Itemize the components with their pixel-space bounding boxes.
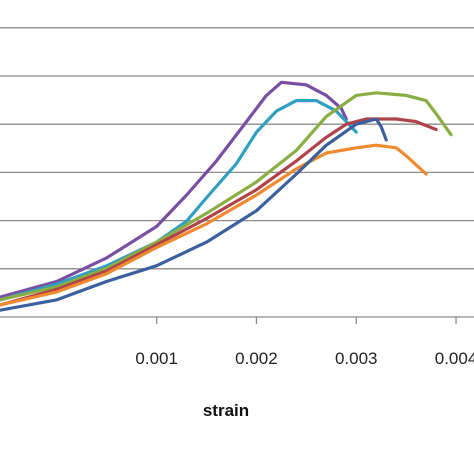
series-line-1 — [0, 80, 348, 299]
x-tick-label: 0.004 — [435, 349, 474, 368]
series-line-4 — [0, 117, 438, 307]
x-axis-title: strain — [203, 401, 249, 420]
x-tick-label: 0.003 — [335, 349, 378, 368]
gridlines — [0, 27, 474, 270]
series-group — [0, 80, 453, 312]
x-axis — [0, 316, 474, 324]
series-line-2 — [0, 99, 358, 302]
x-tick-label: 0.002 — [235, 349, 278, 368]
series-line-6 — [0, 117, 388, 312]
series-line-3 — [0, 91, 453, 302]
x-tick-label: 0.001 — [135, 349, 178, 368]
series-line-5 — [0, 143, 428, 307]
